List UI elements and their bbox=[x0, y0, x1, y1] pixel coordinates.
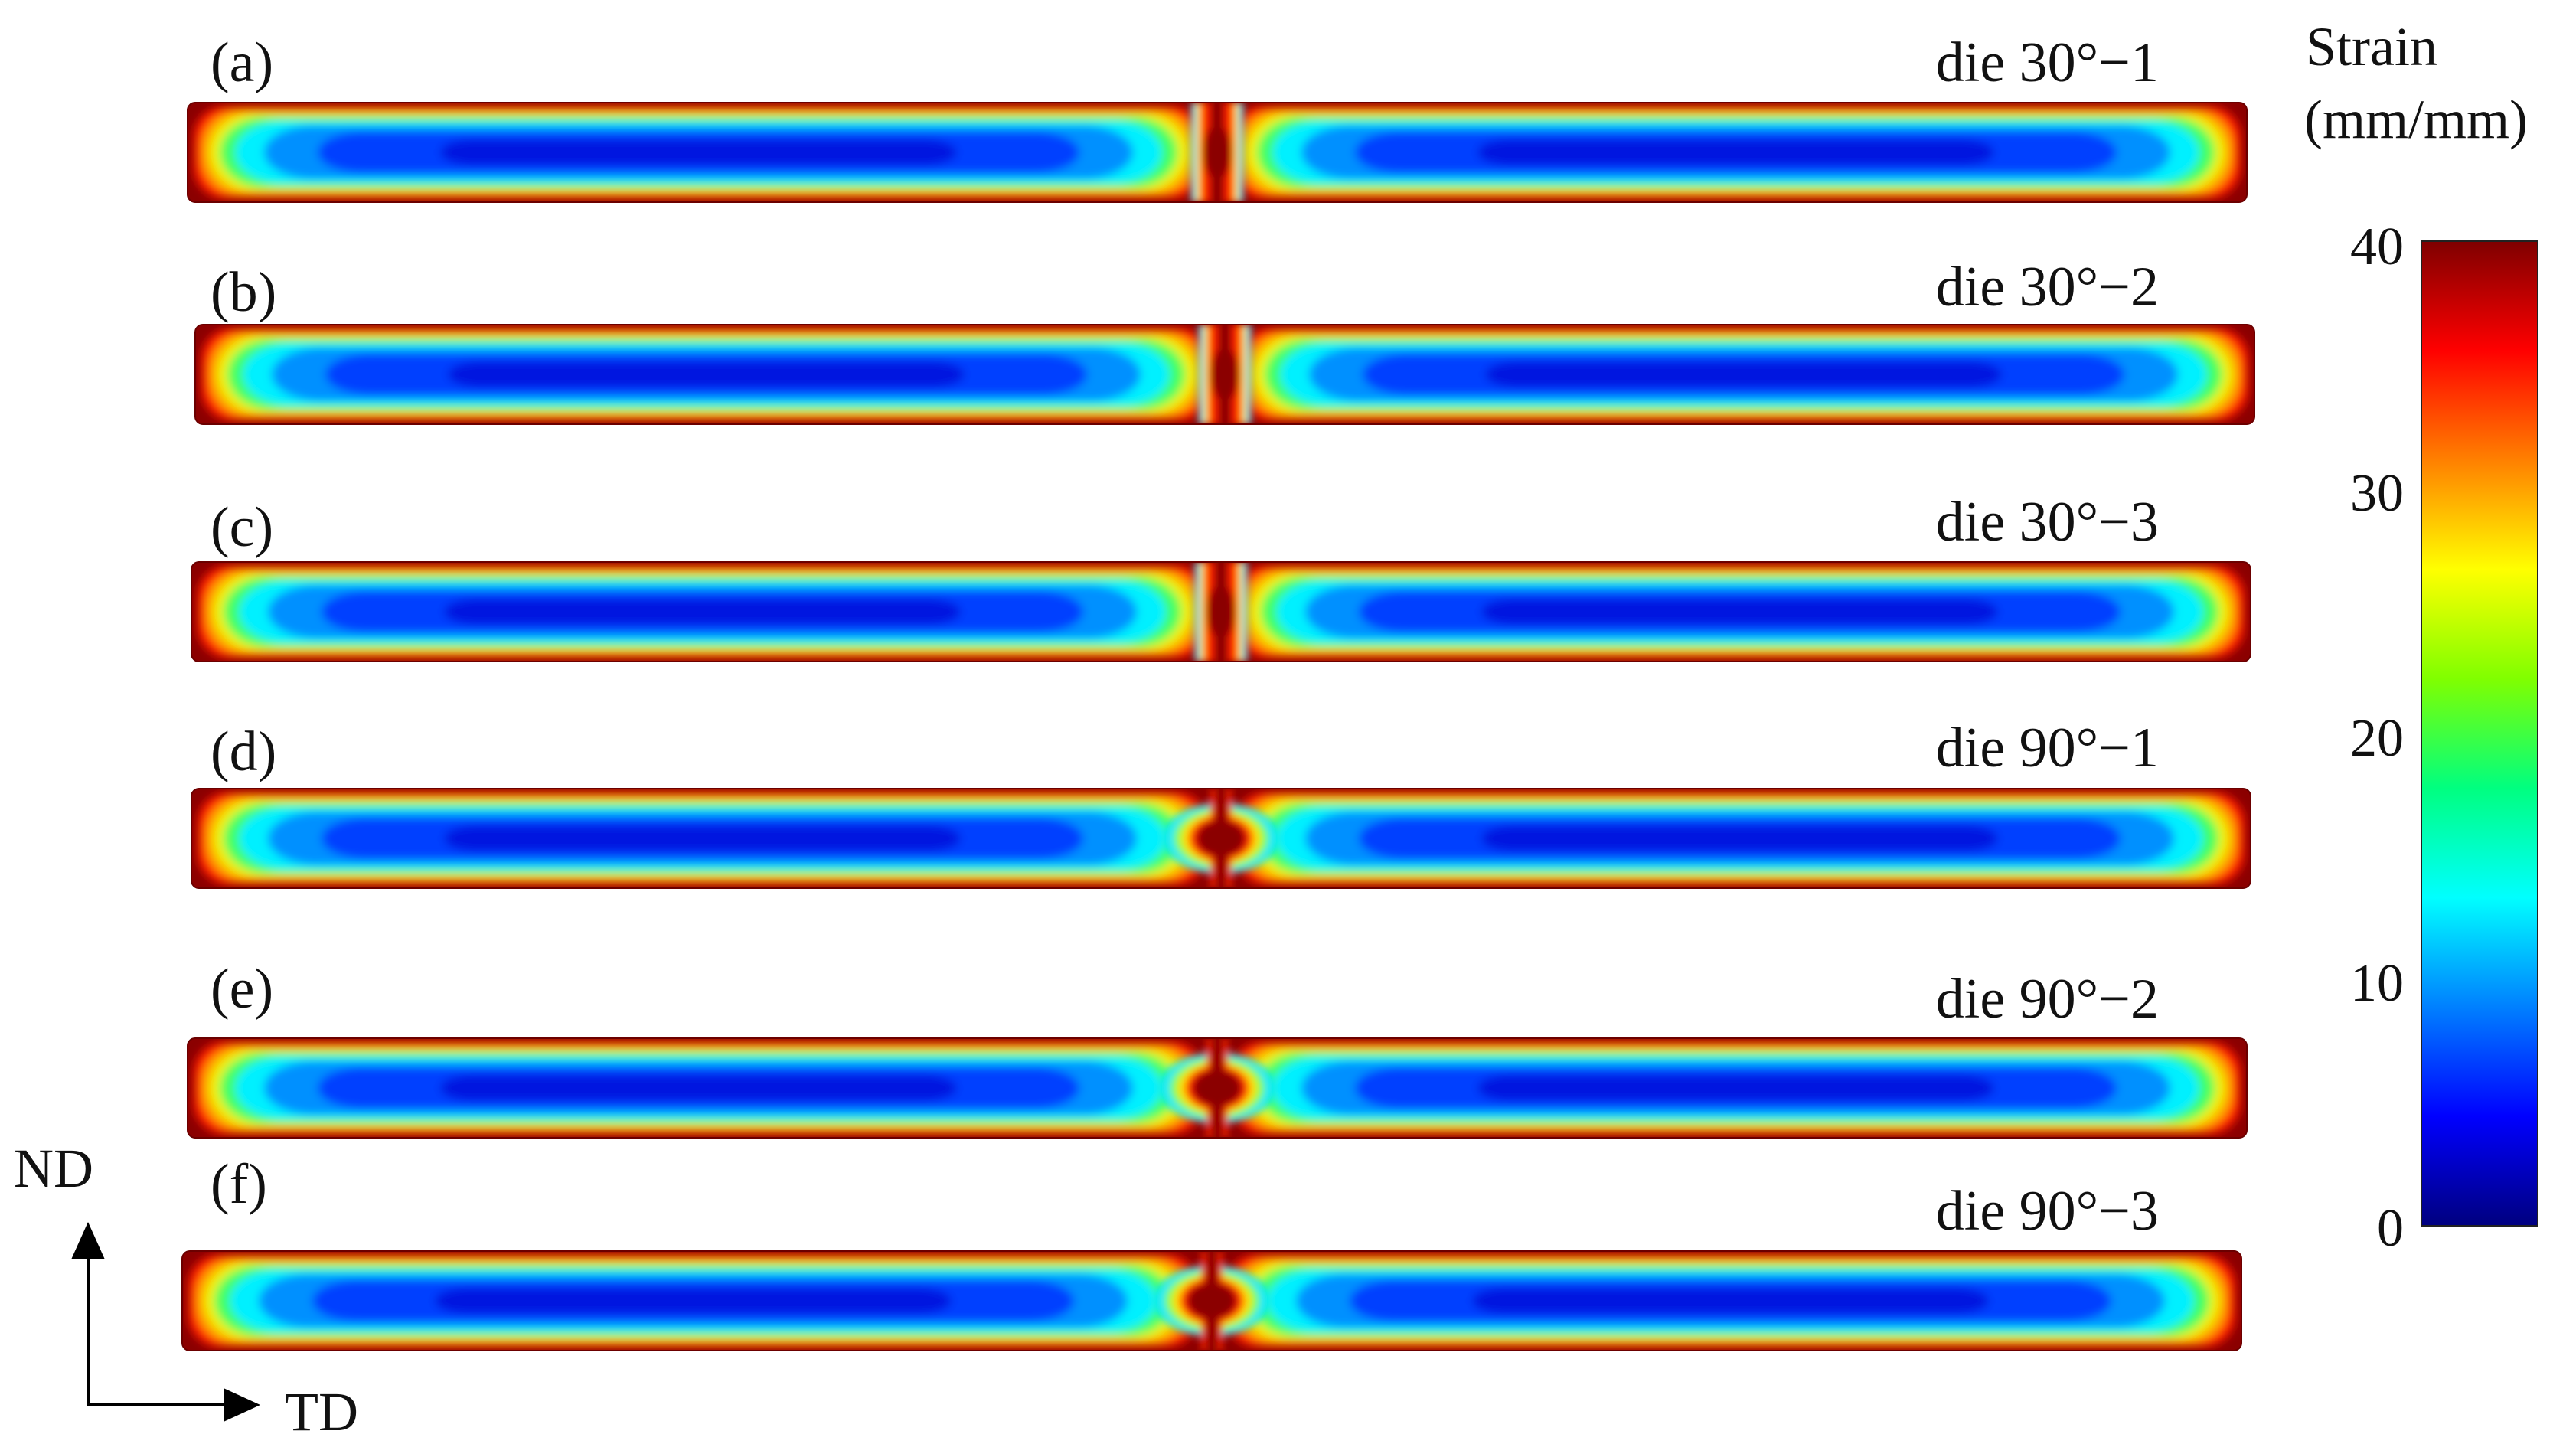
colorbar-title-line1: Strain bbox=[2306, 16, 2437, 77]
panel-title-b: die 30°−2 bbox=[1935, 256, 2159, 319]
panel-title-e: die 90°−2 bbox=[1935, 968, 2159, 1031]
contour-panel-a bbox=[187, 102, 2248, 203]
contour-panels bbox=[181, 102, 2255, 1351]
panel-title-d: die 90°−1 bbox=[1935, 717, 2159, 779]
panel-title-a: die 30°−1 bbox=[1935, 31, 2159, 94]
panel-letter-b: (b) bbox=[211, 261, 277, 324]
neck-region bbox=[1154, 1251, 1269, 1351]
neck-region bbox=[1160, 1038, 1275, 1138]
colorbar-tick-20: 20 bbox=[2350, 709, 2404, 768]
contour-panel-b bbox=[194, 324, 2255, 425]
contour-panel-d bbox=[191, 788, 2251, 889]
td-arrow-head bbox=[224, 1388, 260, 1422]
colorbar-tick-30: 30 bbox=[2350, 464, 2404, 523]
td-axis-label: TD bbox=[285, 1381, 358, 1442]
contour-panel-c bbox=[191, 561, 2251, 662]
neck-region bbox=[1199, 325, 1251, 424]
colorbar-tick-10: 10 bbox=[2350, 954, 2404, 1013]
panel-letter-e: (e) bbox=[211, 958, 274, 1021]
panel-letter-f: (f) bbox=[211, 1153, 267, 1216]
nd-arrow-head bbox=[71, 1222, 105, 1259]
panel-letter-a: (a) bbox=[211, 31, 274, 94]
neck-region bbox=[1195, 562, 1247, 662]
orientation-axes bbox=[71, 1222, 260, 1422]
colorbar-title-line2: (mm/mm) bbox=[2304, 89, 2528, 150]
contour-panel-f bbox=[181, 1250, 2242, 1351]
panel-title-c: die 30°−3 bbox=[1935, 491, 2159, 554]
colorbar-tick-0: 0 bbox=[2377, 1199, 2404, 1258]
neck-region bbox=[1191, 103, 1243, 202]
neck-region bbox=[1164, 789, 1278, 888]
panel-title-f: die 90°−3 bbox=[1935, 1180, 2159, 1243]
colorbar bbox=[2421, 240, 2538, 1227]
contour-panel-e bbox=[187, 1037, 2248, 1139]
panel-letter-c: (c) bbox=[211, 496, 274, 559]
nd-axis-label: ND bbox=[14, 1138, 93, 1199]
colorbar-tick-40: 40 bbox=[2350, 217, 2404, 276]
colorbar-scale bbox=[2421, 240, 2538, 1227]
panel-letter-d: (d) bbox=[211, 720, 277, 783]
